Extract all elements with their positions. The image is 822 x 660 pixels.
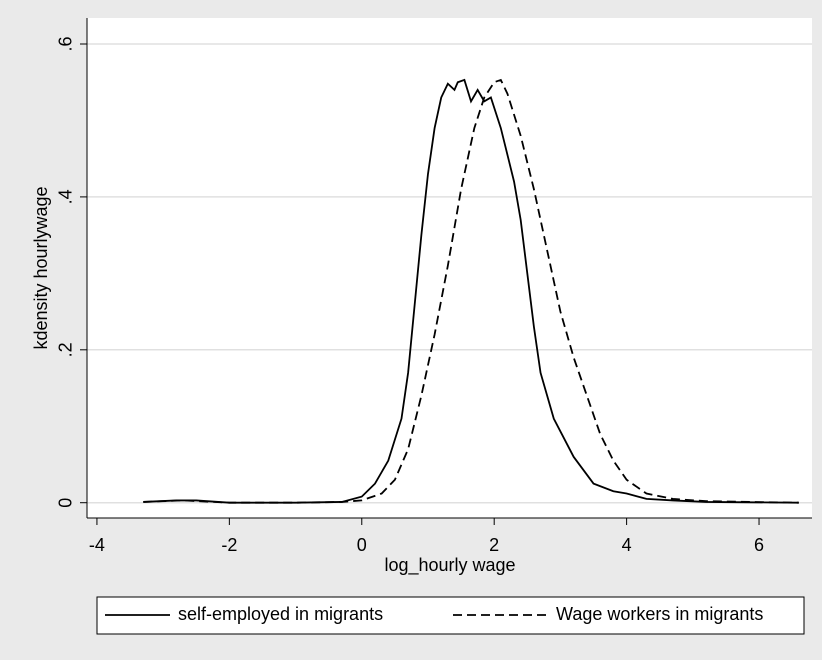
x-axis-title: log_hourly wage (384, 555, 515, 576)
plot-area (87, 18, 812, 518)
legend (96, 596, 805, 635)
legend-label: self-employed in migrants (178, 604, 383, 624)
y-axis-title: kdensity hourlywage (31, 186, 51, 349)
x-tick-label: 0 (357, 535, 367, 555)
x-tick-label: 6 (754, 535, 764, 555)
y-tick-label: .2 (56, 342, 76, 357)
x-tick-label: 2 (489, 535, 499, 555)
x-tick-label: -2 (221, 535, 237, 555)
density-line (143, 78, 799, 504)
y-tick-label: .6 (56, 36, 76, 51)
x-tick-label: -4 (89, 535, 105, 555)
legend-label: Wage workers in migrants (556, 604, 763, 624)
y-tick-label: 0 (56, 498, 76, 508)
y-tick-label: .4 (56, 189, 76, 204)
x-tick-label: 4 (622, 535, 632, 555)
density-line (143, 78, 799, 504)
